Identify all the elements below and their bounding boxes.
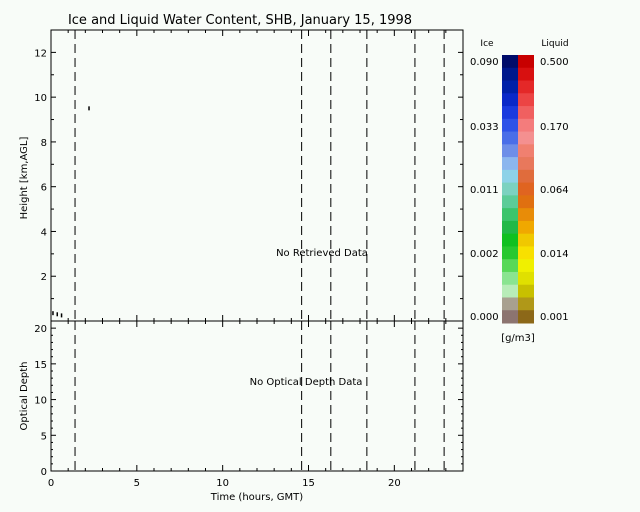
liquid-color-swatch	[518, 259, 534, 273]
liquid-color-swatch	[518, 80, 534, 94]
liquid-color-swatch	[518, 220, 534, 235]
liquid-color-swatch	[518, 106, 534, 120]
x-tick-label: 20	[388, 478, 401, 489]
liquid-scale-label: 0.014	[540, 249, 569, 260]
ice-scale-label: 0.011	[470, 185, 499, 196]
liquid-scale-label: 0.500	[540, 57, 569, 68]
y-tick-label: 12	[34, 48, 47, 59]
ice-color-swatch	[502, 118, 518, 133]
data-point	[52, 311, 54, 316]
x-ticks: 0 5 10 15 20	[48, 30, 447, 489]
liquid-color-swatch	[518, 182, 534, 196]
y-tick-label: 10	[34, 396, 47, 407]
ice-scale-label: 0.090	[470, 57, 499, 68]
y-tick-label: 4	[41, 227, 47, 238]
ice-color-swatch	[502, 182, 518, 196]
ice-scale-label: 0.033	[470, 122, 499, 133]
ice-color-swatch	[502, 195, 518, 209]
ice-color-swatch	[502, 246, 518, 260]
x-tick-label: 5	[134, 478, 140, 489]
time-axis-label: Time (hours, GMT)	[210, 492, 304, 503]
liquid-color-swatch	[518, 271, 534, 286]
ice-color-swatch	[502, 80, 518, 94]
legend-units: [g/m3]	[501, 333, 535, 344]
liquid-color-swatch	[518, 284, 534, 298]
ice-color-swatch	[502, 310, 518, 324]
top-data-points	[52, 106, 90, 318]
ice-color-swatch	[502, 157, 518, 171]
legend-ice-title: Ice	[480, 39, 494, 49]
optical-depth-axis-label: Optical Depth	[19, 362, 30, 431]
height-axis-label: Height [km,AGL]	[19, 137, 30, 220]
y-tick-label: 0	[41, 467, 47, 478]
y-tick-label: 6	[41, 183, 47, 194]
chart-title: Ice and Liquid Water Content, SHB, Janua…	[68, 13, 412, 28]
legend-liquid-title: Liquid	[541, 39, 568, 49]
ice-color-swatch	[502, 144, 518, 158]
ice-color-swatch	[502, 131, 518, 145]
liquid-color-swatch	[518, 208, 534, 222]
liquid-color-swatch	[518, 157, 534, 171]
ice-scale-label: 0.002	[470, 249, 499, 260]
content-plot-frame	[50, 29, 464, 322]
liquid-color-bar	[518, 55, 534, 324]
liquid-color-swatch	[518, 297, 534, 311]
ice-color-swatch	[502, 284, 518, 298]
x-tick-label: 0	[48, 478, 54, 489]
y-tick-label: 8	[41, 138, 47, 149]
liquid-color-swatch	[518, 144, 534, 158]
liquid-color-swatch	[518, 118, 534, 133]
color-legend: Ice Liquid 0.090 0.033 0.011 0.002 0.000 0.5…	[470, 39, 569, 344]
liquid-scale-label: 0.001	[540, 312, 569, 323]
bottom-y-ticks: 0 5 10 15 20	[34, 324, 463, 478]
optical-depth-plot-frame	[50, 320, 464, 472]
liquid-color-swatch	[518, 131, 534, 145]
liquid-color-swatch	[518, 93, 534, 107]
liquid-color-swatch	[518, 233, 534, 247]
ice-color-swatch	[502, 271, 518, 286]
liquid-color-swatch	[518, 169, 534, 184]
x-tick-label: 10	[216, 478, 229, 489]
ice-color-swatch	[502, 93, 518, 107]
liquid-color-swatch	[518, 55, 534, 69]
x-tick-label: 15	[302, 478, 315, 489]
ice-color-swatch	[502, 106, 518, 120]
liquid-color-swatch	[518, 310, 534, 324]
ice-color-swatch	[502, 67, 518, 82]
y-tick-label: 20	[34, 324, 47, 335]
liquid-color-swatch	[518, 67, 534, 82]
no-retrieved-data-note: No Retrieved Data	[276, 248, 368, 259]
ice-color-swatch	[502, 208, 518, 222]
y-tick-label: 15	[34, 360, 47, 371]
ice-color-swatch	[502, 169, 518, 184]
ice-color-swatch	[502, 297, 518, 311]
bottom-dashed-lines	[74, 321, 445, 471]
ice-scale-label: 0.000	[470, 312, 499, 323]
y-tick-label: 5	[41, 431, 47, 442]
content-panel: 2 4 6 8 10 12 Height [km,AGL] No Retrieved Da…	[19, 29, 464, 322]
data-point	[60, 313, 63, 318]
ice-scale-labels: 0.090 0.033 0.011 0.002 0.000	[470, 57, 499, 323]
liquid-scale-label: 0.170	[540, 122, 569, 133]
ice-color-swatch	[502, 259, 518, 273]
ice-color-swatch	[502, 233, 518, 247]
ice-color-swatch	[502, 220, 518, 235]
liquid-scale-label: 0.064	[540, 185, 569, 196]
liquid-color-swatch	[518, 195, 534, 209]
optical-depth-panel: 0 5 10 15 20 0 5 10 15 20 Optical Depth No Optic…	[19, 30, 464, 503]
data-point	[56, 312, 59, 317]
ice-color-swatch	[502, 55, 518, 69]
data-point	[88, 106, 90, 111]
y-tick-label: 10	[34, 93, 47, 104]
liquid-color-swatch	[518, 246, 534, 260]
y-tick-label: 2	[41, 272, 47, 283]
ice-color-bar	[502, 55, 518, 324]
top-y-ticks: 2 4 6 8 10 12	[34, 48, 463, 300]
top-dashed-lines	[74, 30, 445, 321]
no-optical-depth-note: No Optical Depth Data	[250, 377, 363, 388]
liquid-scale-labels: 0.500 0.170 0.064 0.014 0.001	[540, 57, 569, 323]
